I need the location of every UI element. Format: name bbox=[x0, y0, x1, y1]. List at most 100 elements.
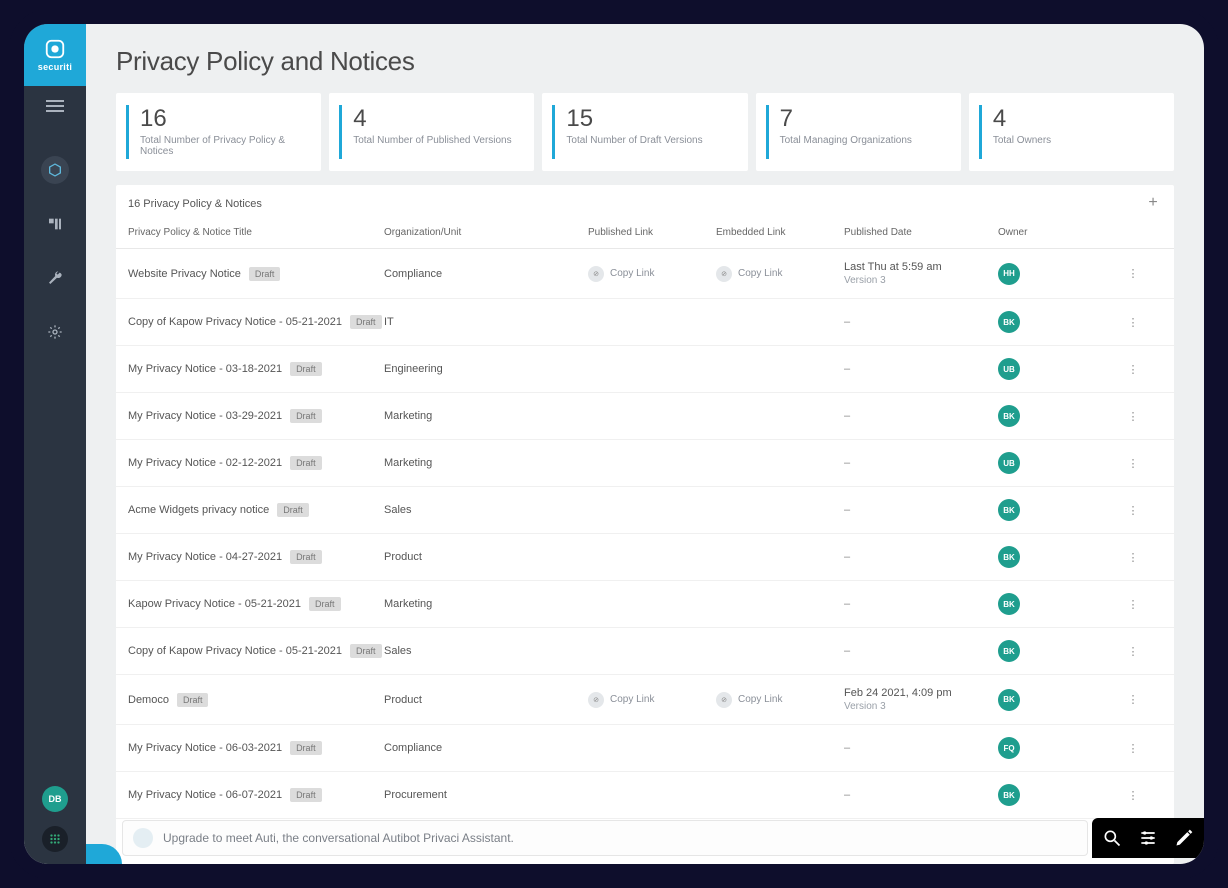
stat-card: 4Total Number of Published Versions bbox=[329, 93, 534, 171]
row-more-icon[interactable]: ⋮ bbox=[1118, 598, 1148, 611]
nav-item-manage[interactable] bbox=[41, 210, 69, 238]
row-more-icon[interactable]: ⋮ bbox=[1118, 551, 1148, 564]
sidebar: securiti DB bbox=[24, 24, 86, 864]
notice-title: Democo bbox=[128, 694, 169, 706]
add-button[interactable]: + bbox=[1144, 195, 1162, 213]
row-more-icon[interactable]: ⋮ bbox=[1118, 693, 1148, 706]
published-date-empty: – bbox=[844, 789, 998, 801]
row-more-icon[interactable]: ⋮ bbox=[1118, 742, 1148, 755]
gear-icon bbox=[47, 324, 63, 340]
org-cell: IT bbox=[384, 316, 588, 328]
table-body: Website Privacy NoticeDraftCompliance⊘Co… bbox=[116, 249, 1174, 864]
owner-badge: FQ bbox=[998, 737, 1020, 759]
draft-badge: Draft bbox=[350, 315, 382, 329]
col-org: Organization/Unit bbox=[384, 227, 588, 238]
draft-badge: Draft bbox=[290, 362, 322, 376]
stat-value: 15 bbox=[566, 105, 733, 133]
table-row[interactable]: My Privacy Notice - 06-07-2021 Draft Procu… bbox=[116, 772, 1174, 819]
copy-link[interactable]: ⊘Copy Link bbox=[588, 692, 716, 708]
copy-link-label: Copy Link bbox=[610, 694, 654, 705]
assistant-bar[interactable]: Upgrade to meet Auti, the conversational… bbox=[122, 820, 1088, 856]
copy-link[interactable]: ⊘Copy Link bbox=[588, 266, 716, 282]
row-more-icon[interactable]: ⋮ bbox=[1118, 267, 1148, 280]
row-more-icon[interactable]: ⋮ bbox=[1118, 504, 1148, 517]
copy-link[interactable]: ⊘Copy Link bbox=[716, 692, 844, 708]
table-row[interactable]: My Privacy Notice - 04-27-2021DraftProdu… bbox=[116, 534, 1174, 581]
draft-badge: Draft bbox=[290, 741, 322, 755]
device-frame: securiti DB bbox=[9, 9, 1219, 879]
search-icon[interactable] bbox=[1102, 828, 1122, 848]
org-cell: Marketing bbox=[384, 598, 588, 610]
row-more-icon[interactable]: ⋮ bbox=[1118, 789, 1148, 802]
org-cell: Product bbox=[384, 694, 588, 706]
app-launcher[interactable] bbox=[42, 826, 68, 852]
table-row[interactable]: My Privacy Notice - 03-29-2021DraftMarke… bbox=[116, 393, 1174, 440]
owner-badge: BK bbox=[998, 405, 1020, 427]
owner-cell: UB bbox=[998, 358, 1118, 380]
table-row[interactable]: My Privacy Notice - 02-12-2021DraftMarke… bbox=[116, 440, 1174, 487]
table-row[interactable]: Website Privacy NoticeDraftCompliance⊘Co… bbox=[116, 249, 1174, 299]
row-more-icon[interactable]: ⋮ bbox=[1118, 410, 1148, 423]
draft-badge: Draft bbox=[290, 550, 322, 564]
table-row[interactable]: Acme Widgets privacy noticeDraftSales–BK… bbox=[116, 487, 1174, 534]
user-avatar[interactable]: DB bbox=[42, 786, 68, 812]
published-date: Last Thu at 5:59 amVersion 3 bbox=[844, 261, 998, 286]
draft-badge: Draft bbox=[290, 788, 322, 802]
org-cell: Sales bbox=[384, 645, 588, 657]
stat-card: 16Total Number of Privacy Policy & Notic… bbox=[116, 93, 321, 171]
draft-badge: Draft bbox=[277, 503, 309, 517]
build-icon[interactable] bbox=[1174, 828, 1194, 848]
col-published-date: Published Date bbox=[844, 227, 998, 238]
copy-link[interactable]: ⊘Copy Link bbox=[716, 266, 844, 282]
link-icon: ⊘ bbox=[716, 266, 732, 282]
nav-item-tools[interactable] bbox=[41, 264, 69, 292]
nav-item-home[interactable] bbox=[41, 156, 69, 184]
published-date-empty: – bbox=[844, 598, 998, 610]
sliders-icon[interactable] bbox=[1138, 828, 1158, 848]
notice-title: My Privacy Notice - 06-07-2021 bbox=[128, 789, 282, 801]
cube-icon bbox=[47, 162, 63, 178]
stat-label: Total Managing Organizations bbox=[780, 135, 947, 146]
table-row[interactable]: My Privacy Notice - 03-18-2021DraftEngin… bbox=[116, 346, 1174, 393]
owner-cell: BK bbox=[998, 546, 1118, 568]
published-date-empty: – bbox=[844, 316, 998, 328]
org-cell: Product bbox=[384, 551, 588, 563]
stat-value: 16 bbox=[140, 105, 307, 133]
col-title: Privacy Policy & Notice Title bbox=[128, 227, 384, 238]
table-row[interactable]: Kapow Privacy Notice - 05-21-2021DraftMa… bbox=[116, 581, 1174, 628]
notice-title-cell: Acme Widgets privacy noticeDraft bbox=[128, 503, 384, 517]
row-more-icon[interactable]: ⋮ bbox=[1118, 363, 1148, 376]
table-row[interactable]: Copy of Kapow Privacy Notice - 05-21-202… bbox=[116, 299, 1174, 346]
owner-cell: BK bbox=[998, 640, 1118, 662]
stat-label: Total Number of Draft Versions bbox=[566, 135, 733, 146]
link-icon: ⊘ bbox=[588, 266, 604, 282]
org-cell: Procurement bbox=[384, 789, 588, 801]
row-more-icon[interactable]: ⋮ bbox=[1118, 457, 1148, 470]
stat-value: 7 bbox=[780, 105, 947, 133]
draft-badge: Draft bbox=[350, 644, 382, 658]
table-row[interactable]: DemocoDraftProduct⊘Copy Link⊘Copy LinkFe… bbox=[116, 675, 1174, 725]
owner-cell: BK bbox=[998, 311, 1118, 333]
org-cell: Marketing bbox=[384, 410, 588, 422]
layout-icon bbox=[47, 216, 63, 232]
table-row[interactable]: Copy of Kapow Privacy Notice - 05-21-202… bbox=[116, 628, 1174, 675]
row-more-icon[interactable]: ⋮ bbox=[1118, 645, 1148, 658]
brand-logo[interactable]: securiti bbox=[24, 24, 86, 86]
notice-title-cell: Kapow Privacy Notice - 05-21-2021Draft bbox=[128, 597, 384, 611]
owner-cell: FQ bbox=[998, 737, 1118, 759]
org-cell: Sales bbox=[384, 504, 588, 516]
org-cell: Compliance bbox=[384, 742, 588, 754]
owner-badge: UB bbox=[998, 358, 1020, 380]
published-date: Feb 24 2021, 4:09 pmVersion 3 bbox=[844, 687, 998, 712]
draft-badge: Draft bbox=[249, 267, 281, 281]
notice-title-cell: My Privacy Notice - 02-12-2021Draft bbox=[128, 456, 384, 470]
stat-value: 4 bbox=[353, 105, 520, 133]
row-more-icon[interactable]: ⋮ bbox=[1118, 316, 1148, 329]
table-header-bar: 16 Privacy Policy & Notices + bbox=[116, 185, 1174, 221]
draft-badge: Draft bbox=[290, 409, 322, 423]
menu-toggle-icon[interactable] bbox=[46, 100, 64, 112]
nav-item-settings[interactable] bbox=[41, 318, 69, 346]
table-row[interactable]: My Privacy Notice - 06-03-2021DraftCompl… bbox=[116, 725, 1174, 772]
stat-card: 15 Total Number of Draft Versions bbox=[542, 93, 747, 171]
tool-strip bbox=[1092, 818, 1204, 858]
